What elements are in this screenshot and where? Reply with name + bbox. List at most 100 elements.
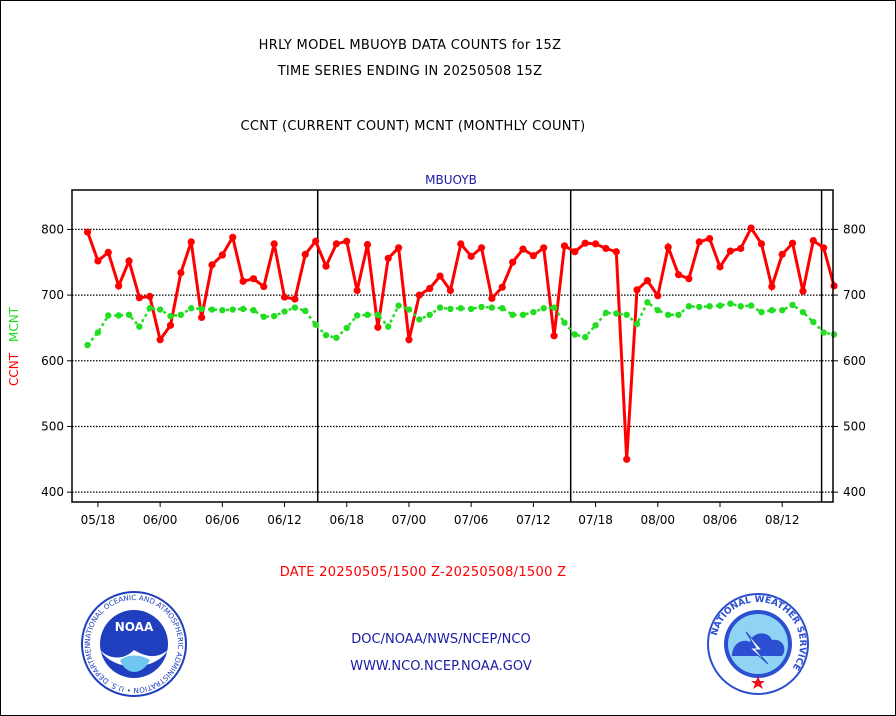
mcnt-data-point — [426, 311, 433, 318]
y-axis-label-mcnt: MCNT — [7, 306, 21, 342]
ccnt-data-point — [384, 254, 392, 262]
ccnt-data-point — [674, 271, 683, 279]
ccnt-data-point — [643, 277, 652, 285]
ccnt-data-point — [695, 238, 703, 246]
ccnt-data-point — [280, 293, 289, 301]
mcnt-data-point — [478, 303, 485, 311]
mcnt-data-point — [582, 333, 589, 341]
mcnt-data-point — [146, 305, 153, 312]
mcnt-data-point — [167, 312, 174, 320]
ccnt-data-point — [353, 286, 361, 295]
ccnt-data-point — [477, 244, 486, 252]
ccnt-data-point — [799, 287, 807, 295]
ccnt-data-point — [571, 248, 579, 256]
ccnt-data-point — [529, 252, 537, 260]
ccnt-data-point — [197, 313, 206, 322]
ccnt-data-point — [83, 228, 92, 236]
ccnt-data-point — [177, 269, 185, 277]
mcnt-data-point — [499, 305, 506, 312]
ccnt-data-point — [436, 272, 444, 280]
ccnt-data-point — [498, 283, 506, 291]
y-tick-label-left: 800 — [41, 222, 64, 236]
mcnt-data-point — [260, 313, 268, 320]
mcnt-data-point — [84, 341, 91, 349]
mcnt-data-point — [613, 310, 620, 317]
ccnt-data-point — [706, 235, 714, 243]
mcnt-data-point — [353, 312, 361, 319]
mcnt-data-point — [810, 318, 817, 326]
mcnt-data-point — [322, 331, 330, 339]
ccnt-data-point — [446, 286, 455, 295]
mcnt-data-point — [799, 308, 807, 316]
ccnt-data-point — [519, 245, 527, 253]
ccnt-data-point — [560, 242, 569, 250]
ccnt-data-point — [757, 240, 766, 248]
ccnt-data-point — [115, 282, 123, 290]
ccnt-data-point — [291, 295, 299, 303]
y-tick-label-right: 500 — [843, 419, 866, 433]
ccnt-data-point — [581, 239, 589, 247]
mcnt-data-point — [374, 311, 382, 318]
website-link[interactable]: WWW.NCO.NCEP.NOAA.GOV — [350, 659, 532, 674]
x-tick-label: 08/00 — [640, 513, 675, 527]
ccnt-data-point — [249, 275, 258, 283]
mcnt-data-point — [706, 303, 713, 310]
y-tick-label-left: 500 — [41, 419, 64, 433]
mcnt-data-point — [561, 319, 568, 326]
mcnt-data-point — [302, 307, 309, 315]
ccnt-data-point — [218, 251, 226, 259]
ccnt-data-point — [809, 236, 817, 245]
ccnt-data-point — [540, 244, 548, 252]
mcnt-data-point — [457, 305, 464, 312]
mcnt-data-point — [198, 305, 205, 313]
mcnt-data-point — [664, 311, 672, 318]
mcnt-data-point — [105, 312, 112, 319]
mcnt-data-point — [416, 316, 423, 323]
y-tick-label-left: 400 — [41, 485, 64, 499]
noaa-logo-text: NOAA — [115, 620, 154, 634]
date-range-label: DATE 20250505/1500 Z-20250508/1500 Z — [279, 565, 567, 580]
ccnt-data-point — [726, 247, 734, 255]
ccnt-data-point — [322, 262, 330, 270]
mcnt-data-point — [447, 305, 454, 313]
x-tick-label: 06/00 — [143, 513, 178, 527]
ccnt-data-point — [778, 250, 786, 258]
mcnt-data-point — [592, 322, 599, 329]
mcnt-data-point — [623, 311, 630, 318]
org-path-link[interactable]: DOC/NOAA/NWS/NCEP/NCO — [351, 632, 531, 647]
ccnt-data-point — [229, 233, 237, 241]
mcnt-data-point — [177, 311, 185, 318]
x-tick-label: 08/06 — [703, 513, 738, 527]
chart-title-line-2: TIME SERIES ENDING IN 20250508 15Z — [277, 64, 543, 79]
mcnt-data-point — [778, 307, 786, 314]
ccnt-data-point — [166, 321, 175, 329]
x-tick-label: 06/18 — [329, 513, 364, 527]
mcnt-data-point — [250, 307, 257, 314]
mcnt-data-point — [436, 304, 444, 311]
ccnt-data-point — [737, 244, 745, 253]
ccnt-data-point — [312, 237, 320, 245]
mcnt-data-point — [156, 306, 164, 313]
ccnt-data-point — [94, 257, 102, 265]
ccnt-data-point — [301, 250, 309, 258]
mcnt-data-point — [239, 305, 247, 313]
mcnt-data-point — [758, 308, 765, 316]
x-tick-label: 07/00 — [392, 513, 427, 527]
mcnt-data-point — [716, 302, 724, 309]
mcnt-data-point — [488, 304, 496, 311]
mcnt-data-point — [830, 331, 838, 338]
x-tick-label: 08/12 — [765, 513, 800, 527]
mcnt-data-point — [125, 311, 133, 318]
mcnt-data-point — [571, 331, 579, 338]
ccnt-data-point — [768, 282, 776, 291]
ccnt-data-point — [623, 455, 631, 463]
ccnt-data-point — [332, 240, 340, 248]
y-tick-label-left: 700 — [41, 288, 64, 302]
ccnt-data-point — [602, 244, 610, 253]
ccnt-data-point — [260, 282, 268, 291]
ccnt-data-point — [820, 244, 828, 252]
mcnt-data-point — [115, 312, 122, 319]
mcnt-data-point — [229, 306, 236, 313]
ccnt-data-point — [405, 336, 413, 344]
